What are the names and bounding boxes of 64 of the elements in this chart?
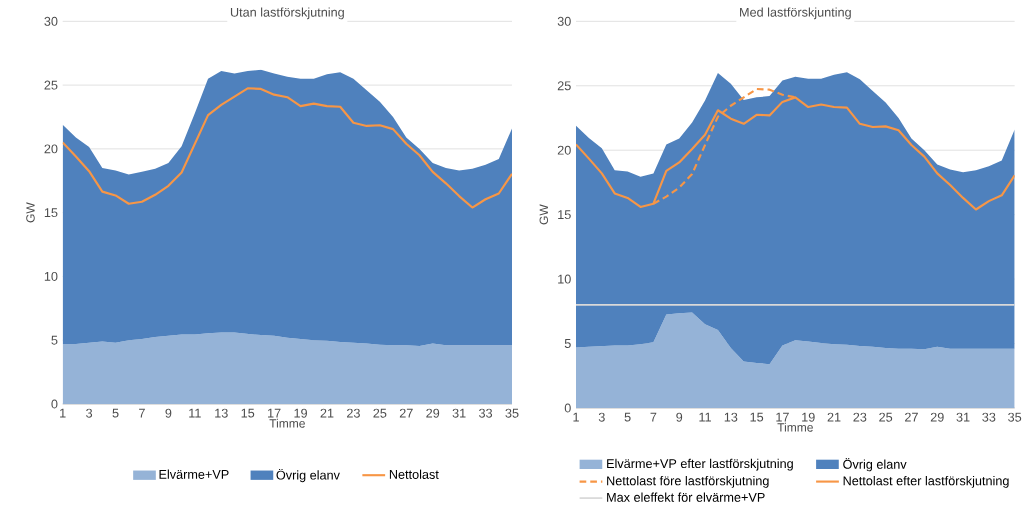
x-tick-label: 17	[776, 412, 789, 422]
x-tick-label: 13	[724, 412, 738, 422]
legend-label: Elvärme+VP efter lastförskjutning	[607, 458, 793, 471]
x-tick-label: 27	[905, 412, 918, 422]
x-tick-label: 23	[853, 412, 867, 422]
y-tick-label: 30	[557, 16, 571, 26]
x-tick-label: 5	[112, 408, 119, 418]
legend-label: Övrig elanv	[843, 458, 907, 472]
y-axis-title: GW	[26, 202, 35, 223]
x-tick-label: 19	[802, 412, 815, 422]
y-tick-label: 0	[564, 403, 571, 413]
x-tick-label: 35	[1008, 412, 1022, 422]
x-tick-label: 17	[268, 408, 281, 418]
legend-label: Elvärme+VP	[159, 469, 229, 479]
x-tick-label: 9	[165, 408, 172, 418]
y-tick-label: 10	[44, 271, 58, 281]
x-tick-label: 33	[479, 408, 493, 418]
x-tick-label: 1	[573, 412, 579, 422]
x-axis-title: Timme	[777, 422, 813, 432]
y-tick-label: 20	[557, 145, 571, 155]
x-tick-label: 35	[505, 408, 519, 418]
legend-label: Max eleffekt för elvärme+VP	[607, 492, 765, 502]
y-tick-label: 30	[44, 16, 58, 26]
x-tick-label: 11	[189, 408, 201, 418]
x-tick-label: 21	[320, 408, 334, 418]
y-tick-label: 15	[44, 208, 58, 218]
x-tick-label: 25	[879, 412, 893, 422]
y-tick-label: 5	[564, 339, 571, 348]
x-tick-label: 29	[930, 412, 944, 422]
y-tick-label: 25	[557, 81, 571, 91]
x-tick-label: 1	[60, 408, 66, 418]
x-tick-label: 7	[139, 408, 145, 418]
y-tick-label: 25	[44, 80, 58, 90]
x-tick-label: 27	[399, 408, 413, 418]
x-tick-label: 3	[598, 412, 605, 422]
chart-title: Med lastförskjunting	[740, 7, 851, 20]
y-tick-label: 20	[44, 144, 58, 154]
x-tick-label: 19	[294, 408, 307, 418]
x-tick-label: 21	[827, 412, 841, 422]
y-tick-label: 10	[558, 274, 571, 284]
x-tick-label: 11	[699, 412, 711, 422]
legend-label: Nettolast efter lastförskjutning	[843, 475, 1009, 488]
x-tick-label: 15	[750, 412, 764, 422]
x-axis-title: Timme	[269, 418, 305, 428]
legend-label: Övrig elanv	[276, 468, 340, 483]
x-tick-label: 7	[650, 412, 657, 422]
x-tick-label: 13	[215, 408, 228, 418]
x-tick-label: 15	[241, 408, 255, 418]
x-tick-label: 33	[982, 412, 996, 422]
y-tick-label: 5	[51, 335, 58, 345]
x-tick-label: 25	[373, 408, 387, 418]
x-tick-label: 3	[86, 408, 93, 418]
x-tick-label: 5	[624, 412, 631, 422]
y-tick-label: 15	[558, 210, 571, 220]
legend-label: Nettolast före lastförskjutning	[607, 475, 769, 488]
y-axis-title: GW	[539, 204, 549, 225]
x-tick-label: 31	[452, 408, 466, 418]
x-tick-label: 9	[676, 412, 683, 422]
y-tick-label: 0	[51, 399, 58, 409]
x-tick-label: 23	[347, 408, 360, 418]
chart-title: Utan lastförskjutning	[230, 7, 344, 20]
legend-label: Nettolast	[389, 469, 439, 479]
x-tick-label: 29	[426, 408, 440, 418]
x-tick-label: 31	[956, 412, 970, 422]
